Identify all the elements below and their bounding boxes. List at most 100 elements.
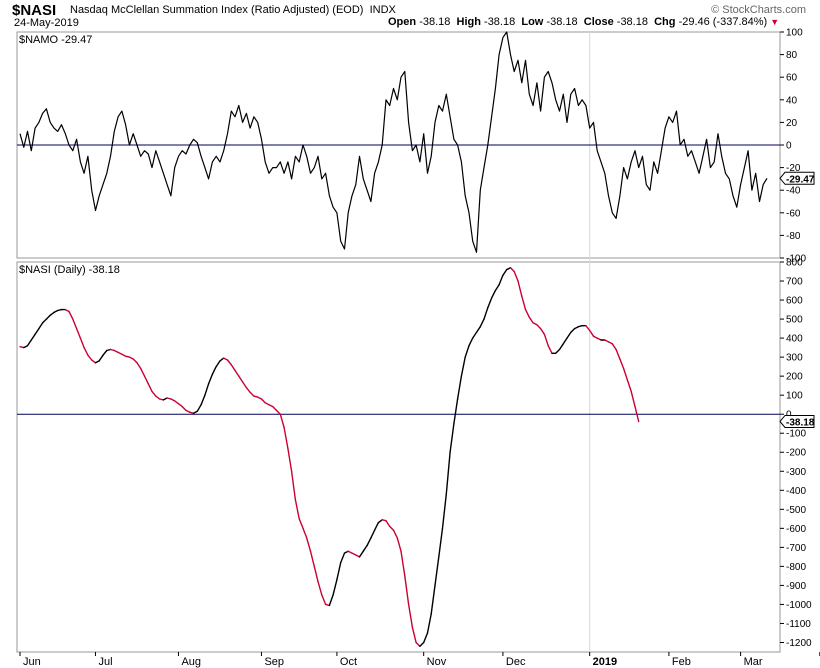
nasi-series-segment	[513, 270, 519, 282]
nasi-ytick-label: 100	[786, 391, 803, 402]
nasi-series-segment	[298, 518, 304, 529]
nasi-ytick-label: 600	[786, 296, 803, 307]
high-label: High	[456, 16, 481, 28]
nasi-series-segment	[72, 318, 78, 330]
nasi-series-segment	[615, 348, 621, 360]
namo-ytick-label: 40	[786, 95, 798, 106]
nasi-ytick-label: 800	[786, 258, 803, 269]
nasi-series-segment	[272, 405, 278, 412]
month-label: Jun	[23, 656, 41, 668]
nasi-last-value-tag: -38.18	[779, 414, 815, 428]
nasi-series-segment	[204, 383, 210, 396]
nasi-series-segment	[532, 322, 538, 326]
nasi-series-segment	[68, 310, 74, 320]
namo-last-value-box	[779, 171, 815, 185]
low-value: -38.18	[546, 16, 578, 28]
month-label: Oct	[340, 656, 357, 668]
namo-ytick-label: -40	[786, 186, 801, 197]
nasi-series-segment	[434, 556, 440, 587]
nasi-series-segment	[441, 493, 447, 529]
nasi-series-segment	[177, 403, 183, 408]
nasi-series-segment	[619, 358, 625, 370]
symbol-title: $NASI	[12, 2, 57, 19]
nasi-series-segment	[366, 537, 372, 547]
symbol-description: Nasdaq McClellan Summation Index (Ratio …	[70, 4, 396, 16]
nasi-series-segment	[521, 295, 527, 311]
month-label: Nov	[427, 656, 447, 668]
nasi-series-segment	[200, 394, 206, 406]
nasi-ytick-label: 400	[786, 334, 803, 345]
namo-ytick-label: -60	[786, 208, 801, 219]
nasi-last-value-box	[779, 414, 815, 428]
nasi-series-segment	[34, 327, 40, 335]
chart-date: 24-May-2019	[14, 17, 79, 29]
month-label: Aug	[181, 656, 201, 668]
nasi-series-segment	[98, 354, 104, 362]
nasi-series-segment	[102, 349, 108, 356]
nasi-series-segment	[528, 316, 534, 324]
nasi-series-segment	[358, 550, 364, 558]
nasi-last-value-text: -38.18	[786, 417, 815, 428]
nasi-series-segment	[249, 391, 255, 397]
open-label: Open	[388, 16, 417, 28]
nasi-series-segment	[185, 409, 191, 413]
namo-last-value-tag: -29.47	[779, 171, 815, 185]
nasi-series-segment	[396, 537, 402, 552]
nasi-series-segment	[257, 396, 263, 400]
nasi-series-segment	[419, 641, 425, 647]
nasi-series-segment	[351, 552, 357, 556]
nasi-series-segment	[128, 356, 134, 360]
nasi-panel: 8007006005004003002001000-100-200-300-40…	[17, 258, 815, 649]
nasi-series-segment	[170, 398, 176, 402]
nasi-ytick-label: -200	[786, 448, 806, 459]
nasi-panel-label: $NASI (Daily) -38.18	[19, 264, 120, 276]
low-label: Low	[521, 16, 544, 28]
nasi-ytick-label: -500	[786, 505, 806, 516]
month-label: Feb	[672, 656, 691, 668]
nasi-series-segment	[196, 404, 202, 412]
nasi-ytick-label: 300	[786, 353, 803, 364]
nasi-series-segment	[113, 349, 119, 354]
namo-ytick-label: -80	[786, 231, 801, 242]
nasi-series-segment	[332, 579, 338, 596]
nasi-series-segment	[404, 575, 410, 606]
nasi-series-segment	[215, 360, 221, 368]
nasi-series-segment	[392, 529, 398, 539]
nasi-series-segment	[347, 550, 353, 554]
nasi-series-segment	[596, 337, 602, 341]
nasi-series-segment	[155, 395, 161, 400]
nasi-series-segment	[430, 584, 436, 615]
namo-ytick-label: 60	[786, 73, 798, 84]
nasi-series-segment	[524, 308, 530, 318]
nasi-series-segment	[222, 357, 229, 361]
nasi-series-segment	[445, 451, 451, 495]
nasi-series-segment	[483, 307, 489, 320]
nasi-series-segment	[468, 337, 474, 347]
nasi-series-segment	[340, 552, 346, 564]
month-label: 2019	[593, 656, 617, 668]
chg-label: Chg	[654, 16, 676, 28]
nasi-series-segment	[423, 632, 429, 644]
nasi-series-segment	[558, 343, 564, 351]
ohlc-readout: Open -38.18 High -38.18 Low -38.18 Close…	[388, 16, 779, 28]
namo-panel: 100 80 60 40 20 0 -20 -40 -60 -80 -100 $NAMO -29.47…	[17, 28, 815, 265]
nasi-series-segment	[90, 359, 97, 364]
nasi-series-segment	[456, 375, 463, 400]
nasi-series-segment	[181, 405, 187, 412]
nasi-series-segment	[245, 386, 251, 393]
nasi-series-segment	[385, 520, 391, 528]
nasi-ytick-label: -700	[786, 543, 806, 554]
nasi-series-segment	[45, 314, 51, 320]
nasi-series-segment	[566, 331, 572, 339]
nasi-series-segment	[83, 346, 89, 356]
nasi-series-segment	[543, 333, 549, 347]
nasi-series-segment	[321, 594, 327, 606]
nasi-ytick-label: -900	[786, 581, 806, 592]
nasi-series-segment	[490, 289, 497, 299]
nasi-series-segment	[241, 381, 248, 389]
nasi-series-segment	[415, 641, 421, 647]
nasi-series-segment	[517, 280, 523, 297]
namo-panel-label: $NAMO -29.47	[19, 34, 92, 46]
nasi-ytick-label: 200	[786, 372, 803, 383]
nasi-series-segment	[192, 410, 199, 414]
